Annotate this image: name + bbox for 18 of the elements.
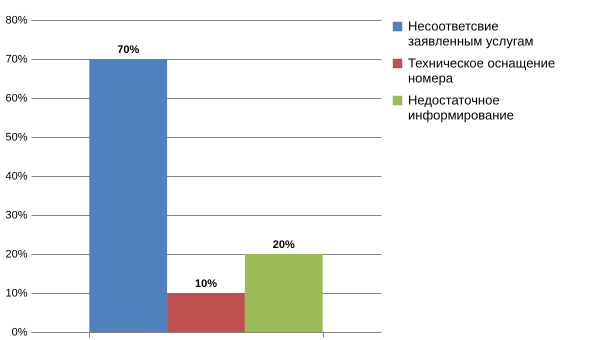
y-tick-label: 50% <box>5 132 28 144</box>
y-tick-label: 10% <box>5 288 28 300</box>
y-tick-label: 60% <box>5 92 28 104</box>
data-label: 70% <box>117 44 140 56</box>
bar <box>167 293 245 332</box>
data-label: 20% <box>272 239 295 251</box>
legend-label: Недостаточное информирование <box>408 92 514 122</box>
y-tick-label: 20% <box>5 248 28 260</box>
y-tick-label: 0% <box>12 326 28 338</box>
y-tick-label: 70% <box>5 54 28 66</box>
bar <box>89 59 168 332</box>
y-tick-label: 30% <box>5 210 28 222</box>
y-tick-label: 80% <box>5 14 28 26</box>
legend-label: Несоответсвие заявленным услугам <box>408 18 534 48</box>
data-label: 10% <box>194 278 218 290</box>
bar <box>244 254 323 332</box>
y-tick-label: 40% <box>5 170 28 182</box>
legend-label: Техническое оснащение номера <box>408 56 556 86</box>
